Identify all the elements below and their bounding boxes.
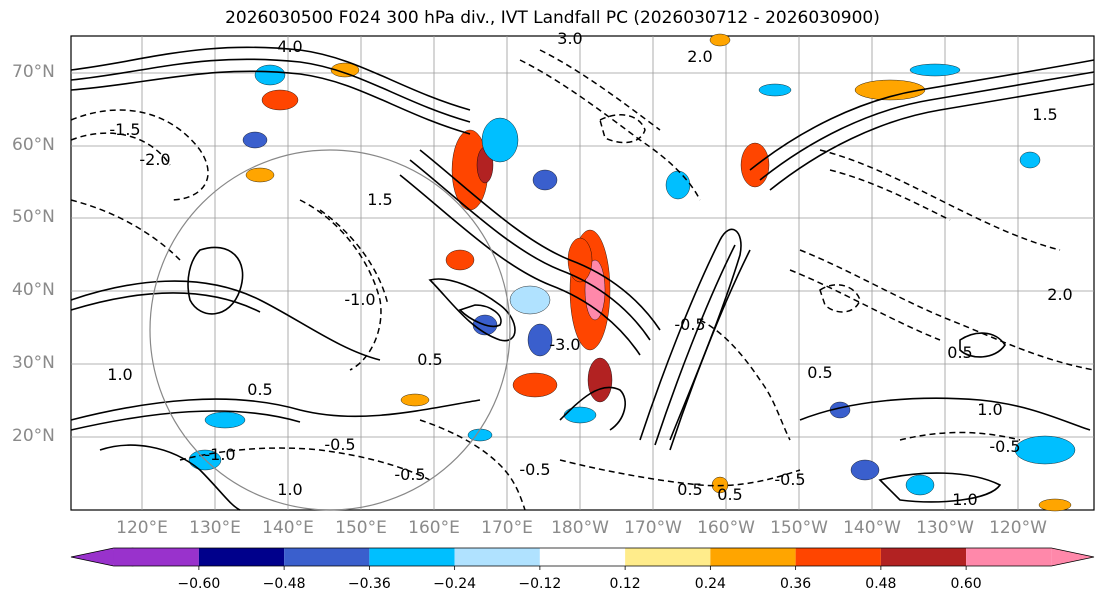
contour-label: -0.5: [519, 460, 550, 479]
colorbar-tick-label: 0.36: [780, 576, 812, 592]
lon-label: 180°W: [551, 518, 609, 538]
lon-label: 150°W: [770, 518, 828, 538]
lon-label: 160°W: [697, 518, 755, 538]
landfall-region-circle: [149, 149, 511, 511]
contour-label: -0.5: [774, 470, 805, 489]
colorbar-bin: [966, 548, 1052, 566]
contour-label: 1.5: [1032, 105, 1057, 124]
colorbar-bin: [198, 548, 285, 566]
contour-label: -1.0: [344, 290, 375, 309]
colorbar-tick-label: 0.12: [609, 576, 641, 592]
contour-label: -1.5: [109, 120, 140, 139]
lon-label: 140°E: [262, 518, 314, 538]
contour-label: 0.5: [417, 350, 442, 369]
lat-label: 30°N: [12, 353, 55, 373]
lon-label: 130°E: [189, 518, 241, 538]
contour-label: 1.0: [952, 490, 977, 509]
colorbar-tick-label: 0.24: [694, 576, 726, 592]
colorbar-tick-label: −0.48: [262, 576, 306, 592]
contour-label: 4.0: [277, 37, 302, 56]
contour-label: 2.0: [687, 47, 712, 66]
lat-label: 60°N: [12, 135, 55, 155]
colorbar-tick-label: −0.36: [347, 576, 391, 592]
colorbar-extend-high-tip: [1051, 548, 1094, 566]
colorbar-bin: [710, 548, 796, 566]
contour-label: -0.5: [324, 435, 355, 454]
colorbar-tick-label: −0.60: [177, 576, 221, 592]
colorbar-bin: [113, 548, 199, 566]
lon-label: 140°W: [843, 518, 901, 538]
contour-labels: 4.0 3.0 2.0 1.5 1.0 0.5 -0.5 -1.0 -1.5 -2.0 -3.0 1.…: [107, 29, 1072, 509]
contour-label: 2.0: [1047, 285, 1072, 304]
gridlines: [71, 36, 1094, 510]
lat-label: 50°N: [12, 207, 55, 227]
contour-label: 0.5: [717, 485, 742, 504]
contour-label: 1.0: [107, 365, 132, 384]
lon-label: 120°W: [989, 518, 1047, 538]
ivt-contours: [70, 46, 1095, 511]
lon-label: 130°W: [916, 518, 974, 538]
contour-label: -0.5: [394, 465, 425, 484]
contour-label: 0.5: [677, 480, 702, 499]
contour-label: -1.0: [204, 445, 235, 464]
colorbar-extend-low-tip: [71, 548, 114, 566]
contour-label: 0.5: [807, 363, 832, 382]
lat-label: 40°N: [12, 280, 55, 300]
lon-label: 120°E: [116, 518, 168, 538]
colorbar-tick-label: 0.60: [950, 576, 982, 592]
contour-label: 1.5: [367, 190, 392, 209]
contour-label: 0.5: [947, 343, 972, 362]
colorbar-bin: [795, 548, 881, 566]
lat-label: 20°N: [12, 426, 55, 446]
contour-label: 1.0: [977, 400, 1002, 419]
divergence-shading: [188, 33, 1076, 512]
colorbar-bin: [625, 548, 711, 566]
colorbar-outline: [70, 547, 1095, 567]
colorbar-tick-label: −0.24: [433, 576, 477, 592]
colorbar-bin: [284, 548, 370, 566]
colorbar-bin: [539, 548, 626, 566]
contour-label: -2.0: [139, 150, 170, 169]
contour-label: -0.5: [674, 315, 705, 334]
colorbar-bin: [369, 548, 455, 566]
contour-label: -3.0: [549, 335, 580, 354]
contour-label: 0.5: [247, 380, 272, 399]
colorbar-bin: [880, 548, 967, 566]
contour-label: 3.0: [557, 29, 582, 48]
colorbar-tick-label: −0.12: [518, 576, 562, 592]
lon-label: 170°E: [481, 518, 533, 538]
map-title: 2026030500 F024 300 hPa div., IVT Landfa…: [225, 8, 880, 28]
contour-label: 1.0: [277, 480, 302, 499]
lon-label: 170°W: [624, 518, 682, 538]
lon-label: 160°E: [408, 518, 460, 538]
colorbar-bin: [454, 548, 540, 566]
lon-label: 150°E: [335, 518, 387, 538]
lat-label: 70°N: [12, 62, 55, 82]
colorbar-tick-label: 0.48: [865, 576, 897, 592]
contour-label: -0.5: [989, 437, 1020, 456]
